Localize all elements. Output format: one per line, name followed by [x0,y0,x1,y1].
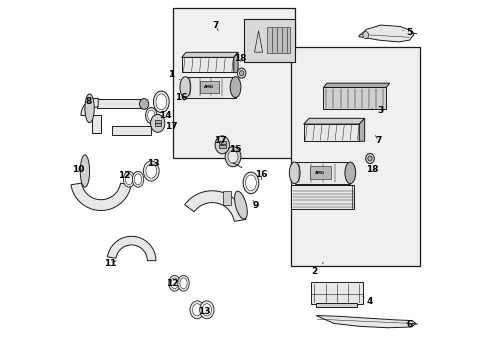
Text: 4: 4 [362,297,372,306]
Polygon shape [182,52,238,57]
Ellipse shape [289,162,300,184]
Bar [199,81,219,93]
Ellipse shape [224,147,241,167]
Bar [155,123,161,126]
Ellipse shape [192,304,202,316]
Text: 13: 13 [198,307,210,316]
Polygon shape [92,116,101,134]
Text: 7: 7 [374,136,382,145]
Polygon shape [359,118,364,141]
Ellipse shape [178,275,189,291]
Polygon shape [81,98,98,116]
Ellipse shape [125,174,132,185]
Text: 15: 15 [229,145,241,154]
Text: 11: 11 [103,259,116,268]
Bar [172,8,294,158]
Bar [223,191,230,205]
Bar [185,77,235,98]
Ellipse shape [180,77,190,98]
Text: 13: 13 [146,159,159,168]
Ellipse shape [80,155,89,187]
Text: AMG: AMG [204,85,214,90]
Bar [294,162,349,184]
Ellipse shape [139,99,148,109]
Text: 12: 12 [118,171,130,180]
Bar [182,57,233,72]
Text: 17: 17 [164,122,177,131]
Ellipse shape [145,164,156,178]
Ellipse shape [150,114,164,132]
Ellipse shape [143,161,159,181]
Polygon shape [112,126,151,135]
Polygon shape [97,99,144,108]
Bar [323,87,386,109]
Ellipse shape [180,278,187,289]
Text: 12: 12 [166,279,179,288]
Ellipse shape [202,304,211,316]
Ellipse shape [243,172,258,194]
Text: 8: 8 [85,96,91,105]
Text: 18: 18 [233,54,246,63]
Bar [303,124,359,141]
Ellipse shape [237,68,245,78]
Text: 17: 17 [213,136,226,145]
Text: 3: 3 [371,105,383,114]
Ellipse shape [227,150,238,163]
Text: 9: 9 [251,201,258,210]
Ellipse shape [367,156,371,161]
Ellipse shape [123,171,135,187]
Text: 2: 2 [311,262,323,276]
Polygon shape [358,25,413,42]
Text: 18: 18 [365,165,377,174]
Polygon shape [303,118,364,124]
Ellipse shape [234,191,247,219]
Ellipse shape [153,91,169,113]
Ellipse shape [145,108,157,123]
Polygon shape [323,83,389,87]
Text: 6: 6 [406,320,412,329]
Ellipse shape [168,275,180,291]
Bar [316,303,357,307]
Bar [244,19,294,62]
Ellipse shape [365,153,373,163]
Ellipse shape [245,175,256,191]
Ellipse shape [171,278,178,289]
Ellipse shape [147,110,155,121]
Bar [266,27,289,53]
Bar [155,120,161,123]
Ellipse shape [344,162,355,184]
Ellipse shape [156,94,166,110]
Bar [310,282,362,304]
Polygon shape [316,316,415,328]
Text: AMG: AMG [315,171,325,175]
Ellipse shape [215,136,229,154]
Bar [290,47,419,266]
Ellipse shape [199,301,214,319]
Ellipse shape [230,77,241,98]
Polygon shape [184,191,245,221]
Ellipse shape [134,174,142,185]
Ellipse shape [85,94,94,123]
Text: 14: 14 [159,111,172,120]
Ellipse shape [132,171,143,187]
Bar [290,185,353,209]
Text: 16: 16 [175,93,187,102]
Bar [309,166,330,179]
Text: 5: 5 [402,28,412,37]
Text: 16: 16 [255,170,267,180]
Ellipse shape [362,32,368,39]
Bar [219,141,225,144]
Text: 7: 7 [212,21,219,31]
Ellipse shape [190,301,204,319]
Text: 10: 10 [71,165,84,174]
Text: 1: 1 [167,70,180,80]
Polygon shape [71,183,131,211]
Polygon shape [107,236,156,261]
Polygon shape [233,52,238,72]
Ellipse shape [239,71,244,76]
Bar [219,145,225,148]
